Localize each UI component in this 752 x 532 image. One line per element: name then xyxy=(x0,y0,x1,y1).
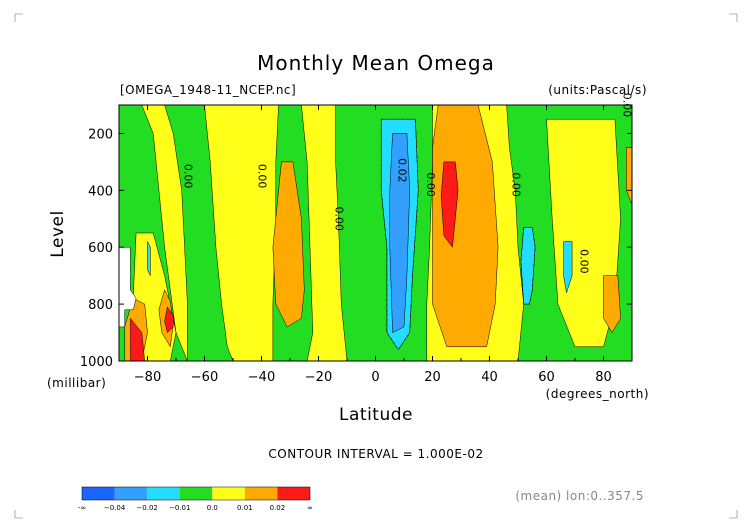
colorbar-tick-label: ∞ xyxy=(307,504,313,512)
x-tick-label: 0 xyxy=(371,370,379,385)
colorbar-swatch xyxy=(244,487,278,500)
x-tick-label: 80 xyxy=(595,370,612,385)
contour-region xyxy=(440,161,459,248)
x-tick-label: −40 xyxy=(248,370,275,385)
colorbar-swatch xyxy=(277,487,310,500)
contour-value-label: 0.00 xyxy=(424,172,437,197)
x-tick-label: 60 xyxy=(538,370,555,385)
x-tick-label: 40 xyxy=(481,370,498,385)
contour-value-label: 0.00 xyxy=(333,207,346,232)
y-tick-label: 400 xyxy=(88,184,113,199)
x-axis-label: Latitude xyxy=(339,405,413,425)
contour-lines xyxy=(380,118,536,351)
plot-area xyxy=(119,105,632,361)
contour-region xyxy=(272,161,305,328)
contour-region xyxy=(603,275,621,334)
contour-labels: 0.00 0.00 0.00 0.02 0.00 0.00 0.00 0.00 xyxy=(182,93,634,274)
contour-value-label: 0.00 xyxy=(621,93,634,118)
y-tick-label: 800 xyxy=(88,298,113,313)
y-axis: 200 400 600 800 1000 xyxy=(80,127,632,370)
contour-region xyxy=(119,246,137,328)
colorbar: -∞ −0.04 −0.02 −0.01 0.0 0.01 0.02 ∞ xyxy=(78,486,313,512)
crop-marks xyxy=(14,13,738,519)
contour-region xyxy=(130,317,145,361)
y-axis-label: Level xyxy=(48,210,68,257)
colorbar-swatch xyxy=(179,487,213,500)
contour-region xyxy=(164,105,234,361)
x-tick-label: −80 xyxy=(134,370,161,385)
contour-value-label: 0.00 xyxy=(256,164,269,189)
contour-value-label: 0.00 xyxy=(509,172,522,197)
footer-note: (mean) lon:0..357.5 xyxy=(515,489,644,503)
contour-value-label: 0.00 xyxy=(578,249,591,274)
colorbar-tick-label: −0.02 xyxy=(136,504,157,512)
x-tick-label: 20 xyxy=(424,370,441,385)
dashed-contour-line xyxy=(380,118,419,351)
colorbar-tick-label: -∞ xyxy=(78,504,86,512)
y-units-label: (millibar) xyxy=(47,376,106,390)
y-tick-label: 1000 xyxy=(80,355,113,370)
contour-region xyxy=(546,118,621,348)
file-label: [OMEGA_1948-11_NCEP.nc] xyxy=(120,83,296,97)
colorbar-swatch xyxy=(147,487,180,500)
x-tick-label: −20 xyxy=(305,370,332,385)
contour-value-label: 0.00 xyxy=(182,164,195,189)
contour-region xyxy=(147,241,151,276)
colorbar-frame xyxy=(81,486,311,501)
colorbar-tick-label: −0.04 xyxy=(104,504,126,512)
contour-region xyxy=(389,133,410,333)
colorbar-tick-label: 0.01 xyxy=(237,504,253,512)
colorbar-tick-label: 0.02 xyxy=(270,504,286,512)
contour-region xyxy=(164,306,174,334)
colorbar-swatch xyxy=(114,487,148,500)
x-axis: −80 −60 −40 −20 0 20 40 60 80 xyxy=(118,105,633,385)
colorbar-swatch xyxy=(82,487,115,500)
colorbar-swatch xyxy=(212,487,245,500)
contour-region xyxy=(563,241,573,293)
y-tick-label: 200 xyxy=(88,127,113,142)
contour-value-label: 0.02 xyxy=(395,158,408,183)
y-tick-label: 600 xyxy=(88,241,113,256)
units-label: (units:Pascal/s) xyxy=(548,83,647,97)
x-units-label: (degrees_north) xyxy=(546,387,649,401)
chart-title: Monthly Mean Omega xyxy=(257,51,495,75)
x-tick-label: −60 xyxy=(191,370,218,385)
colorbar-tick-label: −0.01 xyxy=(169,504,190,512)
dashed-contour-line xyxy=(520,227,536,305)
contour-interval-text: CONTOUR INTERVAL = 1.000E-02 xyxy=(268,447,483,461)
colorbar-tick-label: 0.0 xyxy=(207,504,218,512)
